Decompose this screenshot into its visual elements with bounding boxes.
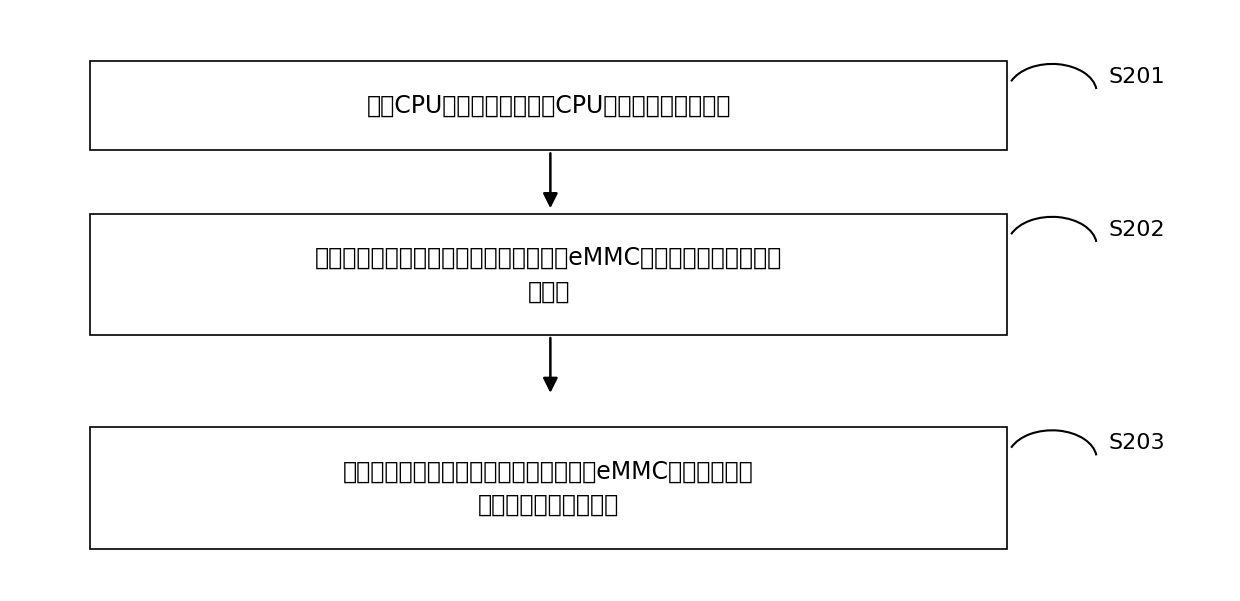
Text: S202: S202	[1109, 220, 1164, 240]
Text: 将存储第一级启动固件的嵌入式多媒体卡eMMC启动介质区域
设置为永久写保护状态: 将存储第一级启动固件的嵌入式多媒体卡eMMC启动介质区域 设置为永久写保护状态	[343, 459, 754, 517]
Text: 根据所述加载方式，选择嵌入式多媒体卡eMMC启动介质加载第一级启
动固件: 根据所述加载方式，选择嵌入式多媒体卡eMMC启动介质加载第一级启 动固件	[315, 246, 782, 304]
FancyBboxPatch shape	[91, 214, 1007, 335]
FancyBboxPatch shape	[91, 61, 1007, 150]
FancyBboxPatch shape	[91, 427, 1007, 549]
Text: S203: S203	[1109, 433, 1164, 453]
Text: 根据CPU类型，预设与所述CPU类型相应的加载方式: 根据CPU类型，预设与所述CPU类型相应的加载方式	[366, 94, 730, 118]
Text: S201: S201	[1109, 67, 1164, 87]
